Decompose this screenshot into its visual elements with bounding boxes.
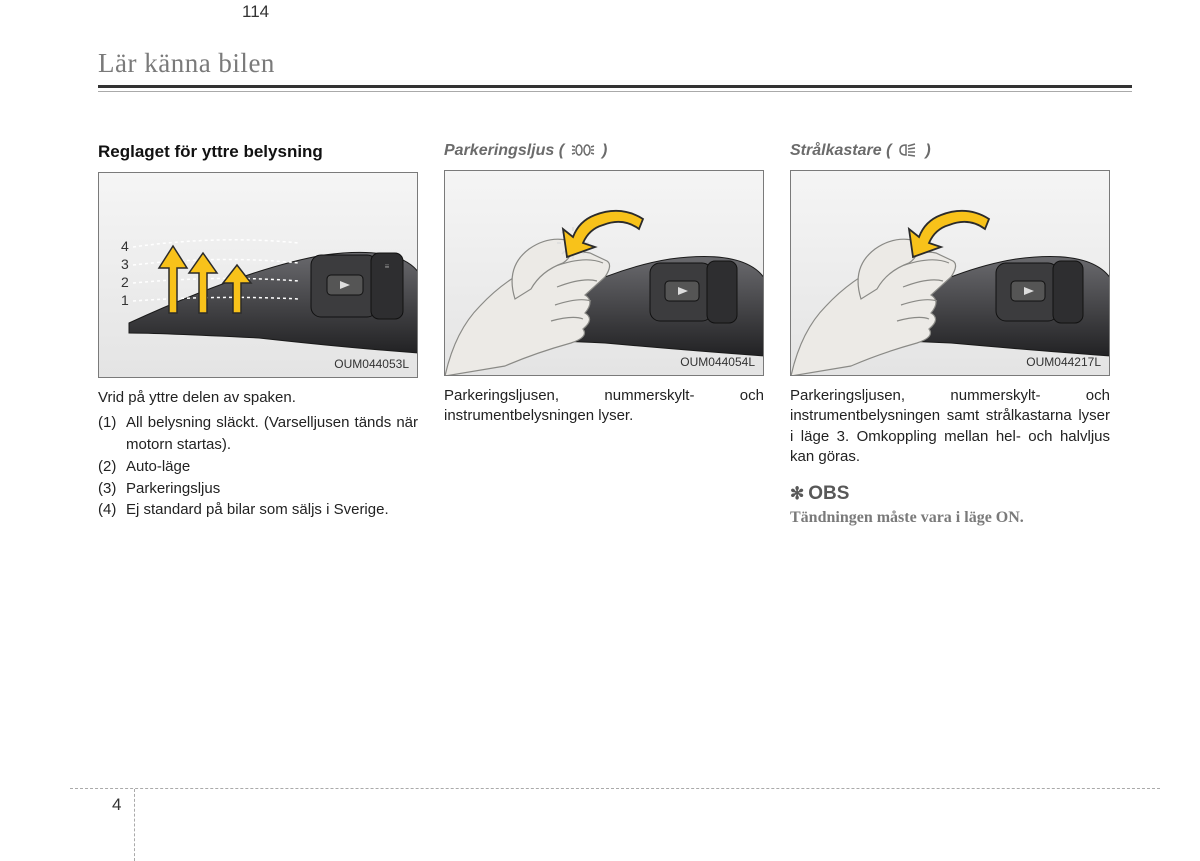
svg-text:4: 4 (121, 238, 129, 254)
svg-text:2: 2 (121, 274, 129, 290)
list-item-number: (1) (98, 412, 126, 456)
list-item-number: (2) (98, 456, 126, 478)
footer-page-number: 114 (144, 0, 1200, 815)
list-item-number: (3) (98, 478, 126, 500)
footer-section-number: 4 (112, 795, 121, 815)
list-item-number: (4) (98, 499, 126, 521)
svg-text:1: 1 (121, 292, 129, 308)
footer-vline (134, 789, 135, 861)
svg-text:3: 3 (121, 256, 129, 272)
